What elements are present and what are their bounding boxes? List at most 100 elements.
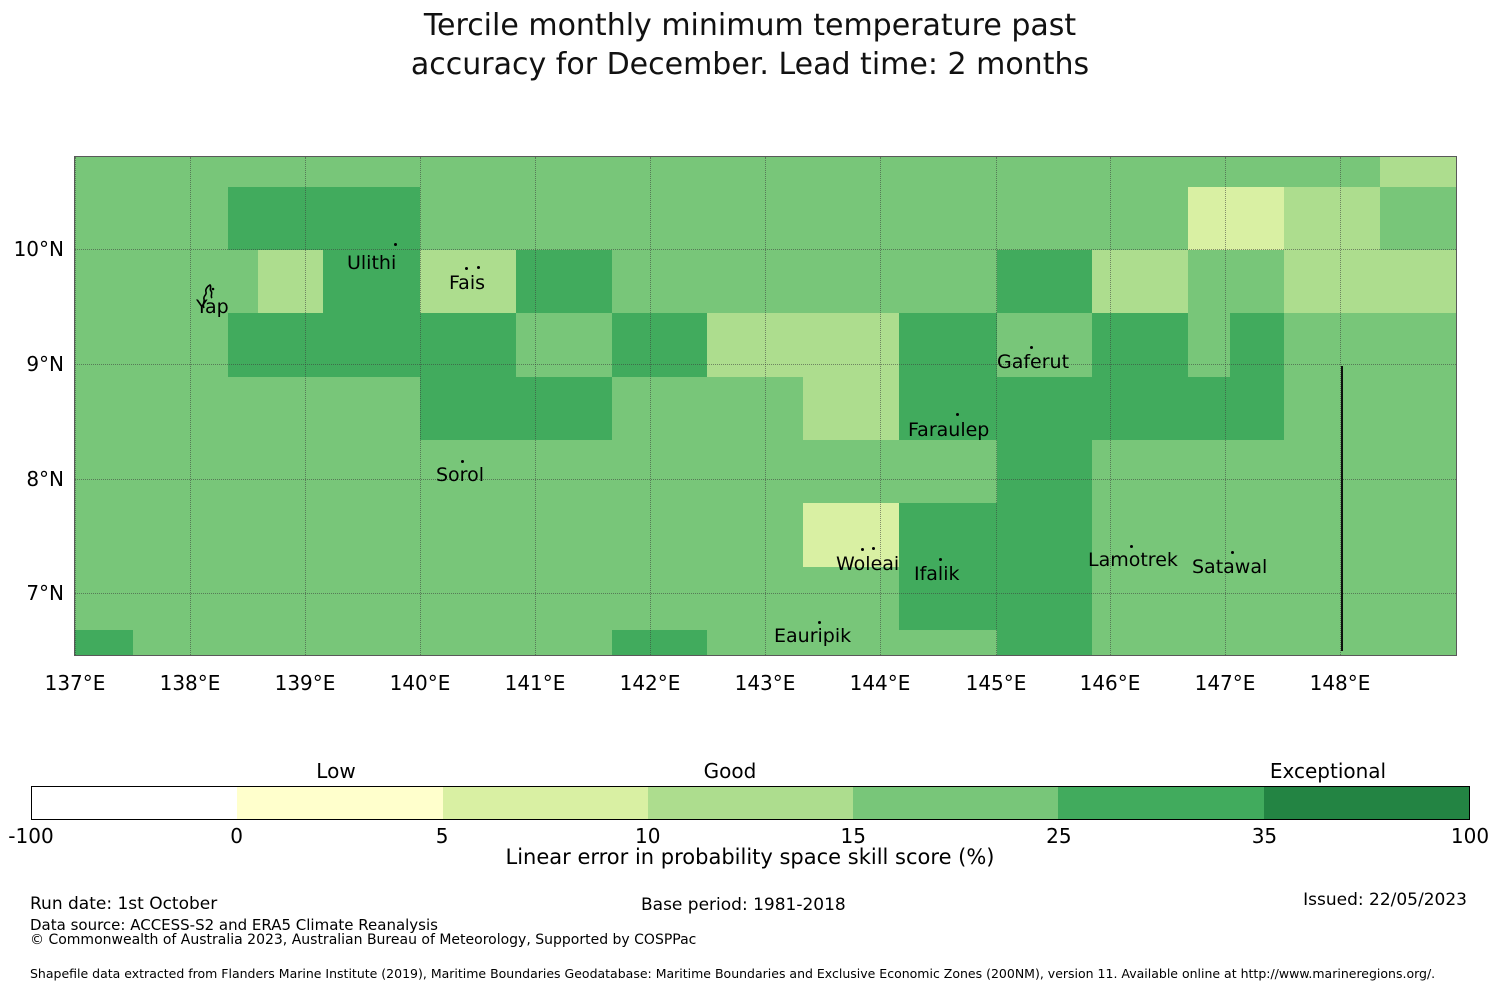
map-cell xyxy=(258,250,323,313)
x-tick-label: 137°E xyxy=(44,671,106,695)
map-cell xyxy=(899,503,997,630)
colorbar-category-label: Low xyxy=(316,759,356,783)
y-tick-label: 8°N xyxy=(26,467,64,491)
map-cell xyxy=(997,250,1092,313)
island-label: Yap xyxy=(196,296,229,318)
island-label: Sorol xyxy=(436,464,484,486)
x-tick-label: 140°E xyxy=(389,671,451,695)
issued-date-text: Issued: 22/05/2023 xyxy=(1303,890,1467,910)
parallel-gridline xyxy=(75,593,1456,594)
meridian-gridline xyxy=(420,157,421,655)
map-cell xyxy=(516,377,612,440)
island-label: Ifalik xyxy=(914,563,960,585)
base-period-text: Base period: 1981-2018 xyxy=(641,895,846,915)
map-cell xyxy=(420,250,516,313)
y-tick-label: 7°N xyxy=(26,581,64,605)
island-label: Eauripik xyxy=(774,625,852,647)
island-dot xyxy=(477,266,480,269)
colorbar-segment xyxy=(853,787,1059,819)
island-dot xyxy=(872,547,875,550)
island-dot xyxy=(939,558,942,561)
meridian-gridline xyxy=(190,157,191,655)
meridian-gridline xyxy=(75,157,76,655)
meridian-gridline xyxy=(765,157,766,655)
parallel-gridline xyxy=(75,364,1456,365)
map-cell xyxy=(1284,250,1456,313)
yap-island-shape xyxy=(202,284,215,309)
colorbar-segment xyxy=(1058,787,1264,819)
x-tick-label: 144°E xyxy=(849,671,911,695)
x-tick-label: 147°E xyxy=(1194,671,1256,695)
map-cell xyxy=(997,377,1092,655)
parallel-gridline xyxy=(75,479,1456,480)
map-cell xyxy=(707,313,899,377)
copyright-text: © Commonwealth of Australia 2023, Austra… xyxy=(30,932,697,948)
meridian-gridline xyxy=(535,157,536,655)
island-label: Fais xyxy=(449,272,486,294)
island-label: Ulithi xyxy=(347,252,397,274)
island-dot xyxy=(465,267,468,270)
meridian-gridline xyxy=(880,157,881,655)
meridian-gridline xyxy=(1110,157,1111,655)
run-date-text: Run date: 1st October xyxy=(30,894,218,914)
map-cell xyxy=(420,313,516,440)
island-dot xyxy=(818,621,821,624)
x-tick-label: 139°E xyxy=(274,671,336,695)
y-tick-label: 10°N xyxy=(13,237,64,261)
island-dot xyxy=(861,548,864,551)
map-cell xyxy=(612,313,707,377)
map-cell xyxy=(803,377,899,440)
map-cell xyxy=(612,630,707,655)
map-cell xyxy=(1092,250,1188,313)
x-tick-label: 148°E xyxy=(1309,671,1371,695)
colorbar-axis-label: Linear error in probability space skill … xyxy=(505,845,995,869)
map-cell xyxy=(1188,377,1284,440)
chart-title-line2: accuracy for December. Lead time: 2 mont… xyxy=(410,47,1090,82)
map-plot-area: Yap Ulithi Fais Sorol Gaferut Faraulep Woleai I… xyxy=(74,156,1457,656)
island-dot xyxy=(1130,545,1133,548)
x-tick-label: 145°E xyxy=(965,671,1027,695)
meridian-gridline xyxy=(996,157,997,655)
eez-boundary-line xyxy=(1341,366,1343,651)
map-cell xyxy=(323,250,420,313)
meridian-gridline xyxy=(1225,157,1226,655)
colorbar-tick-label: 5 xyxy=(435,824,449,848)
colorbar-tick-label: 0 xyxy=(230,824,243,848)
colorbar-segment xyxy=(442,787,648,819)
island-dot xyxy=(1231,551,1234,554)
meridian-gridline xyxy=(305,157,306,655)
colorbar-segment xyxy=(237,787,443,819)
parallel-gridline xyxy=(75,249,1456,250)
map-cell xyxy=(1188,187,1284,250)
colorbar xyxy=(31,786,1470,820)
data-source-text: Data source: ACCESS-S2 and ERA5 Climate … xyxy=(30,916,438,934)
map-cell xyxy=(1284,187,1380,250)
island-dot xyxy=(1030,346,1033,349)
island-dot xyxy=(394,243,397,246)
colorbar-segment xyxy=(1263,787,1469,819)
chart-title-line1: Tercile monthly minimum temperature past xyxy=(423,8,1077,43)
island-label: Satawal xyxy=(1192,556,1268,578)
colorbar-tick-label: 15 xyxy=(840,824,867,848)
x-tick-label: 143°E xyxy=(734,671,796,695)
map-cell xyxy=(75,630,133,655)
map-cell xyxy=(228,313,420,377)
map-cell xyxy=(899,313,997,440)
map-cell xyxy=(1380,157,1456,187)
y-tick-label: 9°N xyxy=(26,352,64,376)
meridian-gridline xyxy=(650,157,651,655)
x-tick-label: 138°E xyxy=(159,671,221,695)
map-cell xyxy=(803,503,899,567)
island-dot xyxy=(461,460,464,463)
island-label: Woleai xyxy=(836,553,900,575)
colorbar-segment xyxy=(32,787,238,819)
x-tick-label: 142°E xyxy=(619,671,681,695)
island-dot xyxy=(956,413,959,416)
island-label: Gaferut xyxy=(997,351,1070,373)
chart-title: Tercile monthly minimum temperature past… xyxy=(0,6,1500,84)
map-cell xyxy=(516,250,612,313)
colorbar-category-label: Good xyxy=(703,759,757,783)
colorbar-segment xyxy=(647,787,854,819)
colorbar-tick-label: -100 xyxy=(8,824,54,848)
